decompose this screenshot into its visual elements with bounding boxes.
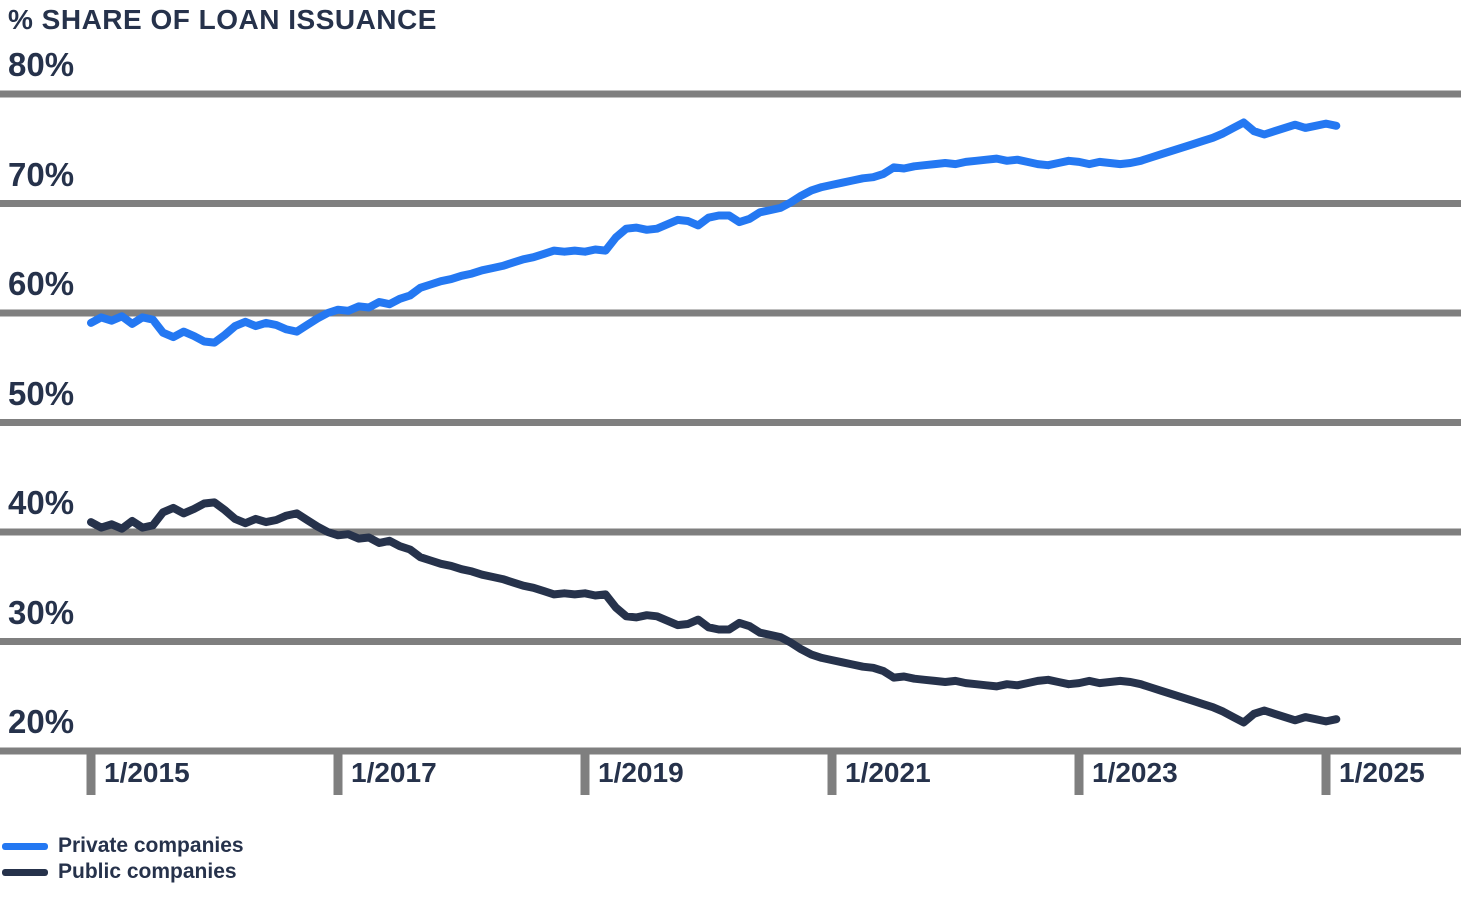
legend: Private companies Public companies xyxy=(2,833,244,885)
y-axis-label: 70% xyxy=(8,155,75,193)
legend-item-public: Public companies xyxy=(2,859,244,885)
x-axis-label: 1/2021 xyxy=(845,757,931,788)
x-axis-label: 1/2023 xyxy=(1092,757,1178,788)
x-axis-label: 1/2017 xyxy=(351,757,437,788)
x-axis-label: 1/2025 xyxy=(1339,757,1425,788)
legend-item-private: Private companies xyxy=(2,833,244,859)
legend-label-private: Private companies xyxy=(58,834,244,857)
x-axis-label: 1/2015 xyxy=(104,757,190,788)
legend-label-public: Public companies xyxy=(58,860,237,883)
public-line-marker xyxy=(2,868,48,876)
y-axis-label: 60% xyxy=(8,265,75,302)
y-axis-label: 50% xyxy=(8,374,75,412)
y-axis-label: 40% xyxy=(8,484,75,521)
y-axis-label: 80% xyxy=(8,46,75,83)
y-axis-label: 30% xyxy=(8,593,75,631)
x-axis-label: 1/2019 xyxy=(598,757,684,788)
chart-title: % SHARE OF LOAN ISSUANCE xyxy=(8,4,437,35)
y-axis-label: 20% xyxy=(8,703,75,740)
private-line-marker xyxy=(2,842,48,850)
public-companies-line xyxy=(87,498,1341,727)
private-companies-line xyxy=(87,118,1341,347)
